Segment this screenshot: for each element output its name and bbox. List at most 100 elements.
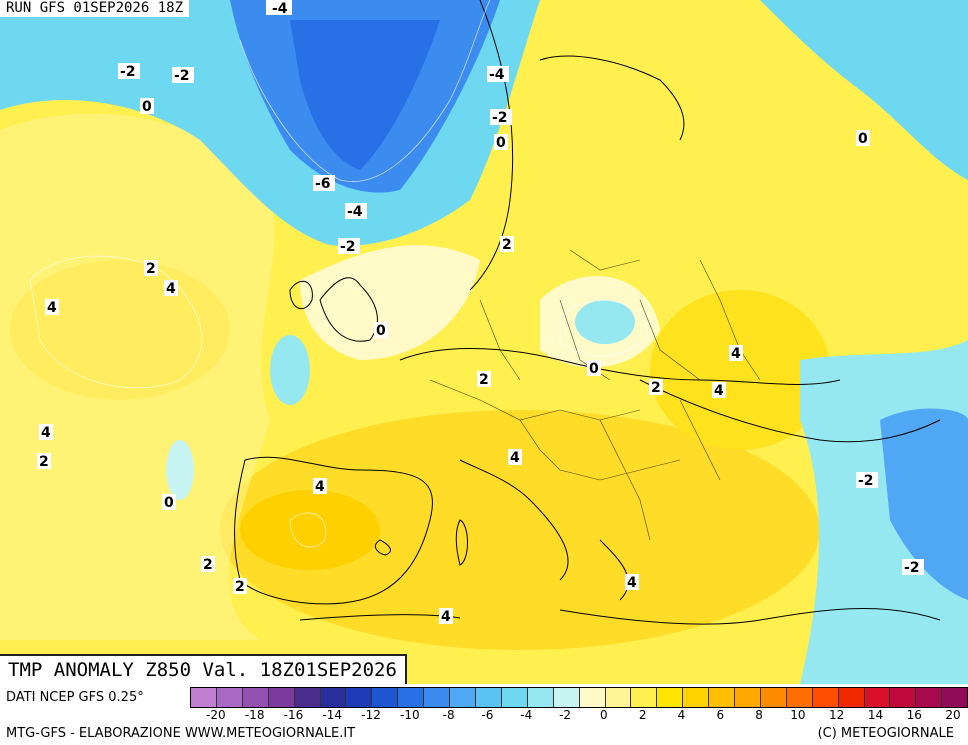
cold-anomaly-northeast: [760, 0, 968, 180]
label-31: 4: [627, 575, 637, 591]
footer: DATI NCEP GFS 0.25° -20 -18 -16 -14 -12 -10 -8…: [0, 684, 968, 745]
run-label: RUN GFS 01SEP2026 18Z: [0, 0, 190, 17]
legend-tick: 20: [945, 708, 961, 722]
label-23: 2: [39, 454, 49, 470]
legend-swatch: [657, 688, 684, 707]
legend-tick: -14: [322, 708, 343, 722]
legend-swatch: [346, 688, 373, 707]
legend-swatch: [605, 688, 632, 707]
label-29: 2: [235, 579, 245, 595]
legend-swatch: [553, 688, 580, 707]
legend-swatch: [191, 688, 217, 707]
cold-anomaly-middle-east: [880, 408, 968, 600]
legend-tick: 6: [716, 708, 725, 722]
label-2: -2: [120, 64, 136, 80]
warm-anomaly-eastern-europe: [650, 290, 830, 450]
label-15: 4: [47, 300, 57, 316]
cold-anomaly-biscay: [270, 335, 310, 405]
cold-anomaly-poland: [575, 300, 635, 344]
cold-anomaly-deep: [290, 20, 440, 170]
legend-swatch: [709, 688, 736, 707]
legend-tick: -6: [481, 708, 494, 722]
legend-swatch: [760, 688, 787, 707]
legend-tick: -18: [244, 708, 265, 722]
cold-anomaly-atlantic-small: [166, 440, 194, 500]
coastlines: [234, 0, 941, 625]
legend-swatch: [683, 688, 710, 707]
pale-zone-west: [0, 113, 275, 640]
legend-swatch: [475, 688, 502, 707]
legend-tick: -2: [559, 708, 572, 722]
legend-swatch: [294, 688, 321, 707]
legend-swatch: [812, 688, 839, 707]
legend-swatch: [320, 688, 347, 707]
label-30: -2: [904, 560, 920, 576]
label-27: -2: [858, 473, 874, 489]
legend-swatch: [916, 688, 943, 707]
map-title: TMP ANOMALY Z850 Val. 18Z01SEP2026: [0, 654, 407, 684]
legend-tick: -16: [283, 708, 304, 722]
legend-swatch: [398, 688, 425, 707]
label-14: 4: [166, 281, 176, 297]
label-20: 4: [731, 346, 741, 362]
label-16: 0: [376, 323, 386, 339]
label-3: -2: [174, 68, 190, 84]
legend-tick: 2: [638, 708, 647, 722]
label-21: 4: [714, 383, 724, 399]
legend-swatch: [501, 688, 528, 707]
legend-swatch: [786, 688, 813, 707]
credit-label: MTG-GFS - ELABORAZIONE WWW.METEOGIORNALE…: [6, 726, 356, 741]
legend-swatch: [864, 688, 891, 707]
label-18: 0: [589, 361, 599, 377]
contour-value-labels: -4 -2 -2 0 -4 -2 0 0 -6 -4 -2 2 2 4 4 0 …: [37, 0, 924, 625]
legend-tick: -10: [400, 708, 420, 722]
label-1: -4: [272, 1, 288, 17]
legend-swatch: [579, 688, 606, 707]
legend-swatch: [450, 688, 476, 707]
label-6: -2: [492, 110, 508, 126]
legend-tick: 16: [906, 708, 922, 722]
legend-tick: 10: [790, 708, 806, 722]
legend-swatch: [268, 688, 295, 707]
legend-tick: 8: [755, 708, 763, 722]
legend-tick: -4: [520, 708, 533, 722]
label-9: -6: [315, 176, 331, 192]
warm-anomaly-iberia: [240, 490, 380, 570]
legend-swatch: [216, 688, 243, 707]
label-22: 4: [41, 425, 51, 441]
label-7: 0: [496, 135, 506, 151]
legend-swatch: [424, 688, 451, 707]
contour-lines: [29, 0, 649, 548]
copyright-label: (C) METEOGIORNALE: [817, 726, 954, 741]
color-scale-legend: [190, 687, 968, 708]
color-scale-ticks: -20 -18 -16 -14 -12 -10 -8 -6 -4 -2 0 2 4 6 8 10 12 14 16 2…: [190, 708, 966, 722]
legend-swatch: [942, 688, 968, 707]
legend-tick: 12: [829, 708, 845, 722]
country-borders: [429, 249, 761, 541]
temperature-anomaly-map: -4 -2 -2 0 -4 -2 0 0 -6 -4 -2 2 2 4 4 0 …: [0, 0, 968, 684]
label-bg: [266, 0, 292, 15]
label-8: 0: [858, 131, 868, 147]
legend-swatch: [242, 688, 269, 707]
pale-zone-britain: [300, 245, 480, 360]
legend-tick: 14: [867, 708, 884, 722]
legend-tick: 4: [677, 708, 686, 722]
label-28: 2: [203, 557, 213, 573]
data-source-label: DATI NCEP GFS 0.25°: [6, 690, 144, 705]
legend-tick: 0: [600, 708, 608, 722]
legend-swatch: [735, 688, 761, 707]
label-19: 2: [651, 380, 661, 396]
label-5: -4: [489, 67, 505, 83]
legend-swatch: [890, 688, 917, 707]
label-32: 4: [441, 609, 451, 625]
label-24: 4: [510, 450, 520, 466]
legend-tick: -20: [206, 708, 226, 722]
legend-tick: -8: [442, 708, 455, 722]
legend-swatch: [527, 688, 554, 707]
legend-swatch: [631, 688, 658, 707]
label-17: 2: [479, 372, 489, 388]
legend-tick: -12: [361, 708, 381, 722]
label-13: 2: [146, 261, 156, 277]
label-26: 4: [315, 479, 325, 495]
legend-swatch: [372, 688, 399, 707]
